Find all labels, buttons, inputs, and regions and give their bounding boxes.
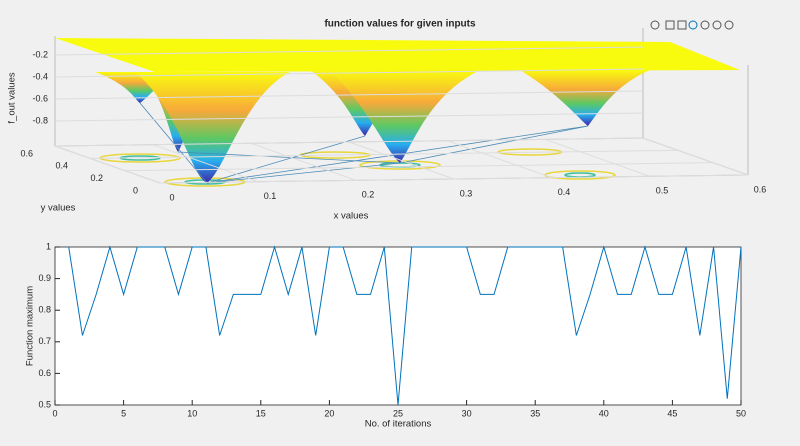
y-tick-label: 0.2 xyxy=(90,173,103,183)
contour xyxy=(564,172,596,178)
x-tick-label: 35 xyxy=(530,408,540,418)
grid-line xyxy=(124,162,714,172)
path-line xyxy=(206,162,401,184)
tool-icon[interactable] xyxy=(712,20,722,30)
z-tick-label: -0.2 xyxy=(32,49,48,59)
tool-icon[interactable] xyxy=(700,20,710,30)
toolbar[interactable] xyxy=(648,18,740,32)
grid-line xyxy=(54,46,644,56)
y-axis-label: y values xyxy=(41,203,76,214)
path-line xyxy=(399,125,589,164)
x-tick-label: 10 xyxy=(187,408,197,418)
y-tick-label: 0.4 xyxy=(55,161,68,171)
x-tick-label: 50 xyxy=(736,408,746,418)
path-line xyxy=(206,135,366,184)
z-tick-label: -0.8 xyxy=(32,115,48,125)
tool-icon[interactable] xyxy=(688,20,698,30)
x-tick-label: 25 xyxy=(393,408,403,418)
grid-line xyxy=(446,140,553,179)
toolbar-bg xyxy=(648,18,740,32)
x-tick-label: 0.6 xyxy=(754,184,767,194)
x-tick-label: 0 xyxy=(169,192,174,202)
grid-line xyxy=(159,174,749,184)
x-tick-label: 5 xyxy=(121,408,126,418)
x-tick-label: 0.3 xyxy=(460,188,473,198)
tool-icon[interactable] xyxy=(650,20,660,30)
x-tick-label: 0.4 xyxy=(558,187,571,197)
surface-plane xyxy=(55,38,740,72)
y-tick-label: 1 xyxy=(46,241,51,251)
data-line xyxy=(68,245,742,406)
path-line xyxy=(177,151,401,164)
surface-well xyxy=(520,70,650,126)
x-axis-label: x values xyxy=(334,211,369,222)
y-axis-label: Function maximum xyxy=(25,286,36,366)
z-tick-label: -0.6 xyxy=(32,93,48,103)
grid-line xyxy=(54,68,644,78)
x-tick-label: 0.1 xyxy=(264,191,277,201)
axes-3d xyxy=(54,28,749,187)
chart-title: function values for given inputs xyxy=(324,19,476,30)
y-tick-label: 0.6 xyxy=(20,148,33,158)
y-tick-label: 0 xyxy=(133,185,138,195)
surface-well xyxy=(135,72,290,183)
grid-line xyxy=(152,144,259,183)
x-axis-label: No. of iterations xyxy=(365,419,432,430)
x-tick-label: 0.2 xyxy=(362,190,375,200)
tool-icon[interactable] xyxy=(665,20,675,30)
x-tick-label: 30 xyxy=(462,408,472,418)
grid-line xyxy=(544,138,651,177)
grid-line xyxy=(54,137,644,147)
x-tick-label: 45 xyxy=(667,408,677,418)
grid-line xyxy=(348,141,455,180)
grid-line xyxy=(642,137,749,176)
grid-line xyxy=(54,145,161,184)
tool-icon[interactable] xyxy=(724,20,734,30)
tool-icon[interactable] xyxy=(677,20,687,30)
grid-line xyxy=(89,149,679,159)
grid-line xyxy=(250,142,357,181)
y-tick-label: 0.8 xyxy=(38,305,51,315)
y-tick-label: 0.7 xyxy=(38,336,51,346)
x-tick-label: 0 xyxy=(52,408,57,418)
x-tick-label: 0.5 xyxy=(656,186,669,196)
x-tick-label: 20 xyxy=(324,408,334,418)
grid-line xyxy=(54,112,644,122)
y-tick-label: 0.9 xyxy=(38,273,51,283)
z-axis-label: f_out values xyxy=(7,72,18,123)
z-tick-label: -0.4 xyxy=(32,71,48,81)
y-tick-label: 0.5 xyxy=(38,399,51,409)
x-tick-label: 40 xyxy=(599,408,609,418)
y-tick-label: 0.6 xyxy=(38,368,51,378)
grid-line xyxy=(54,90,644,100)
plot-area xyxy=(54,246,742,406)
x-tick-label: 15 xyxy=(256,408,266,418)
